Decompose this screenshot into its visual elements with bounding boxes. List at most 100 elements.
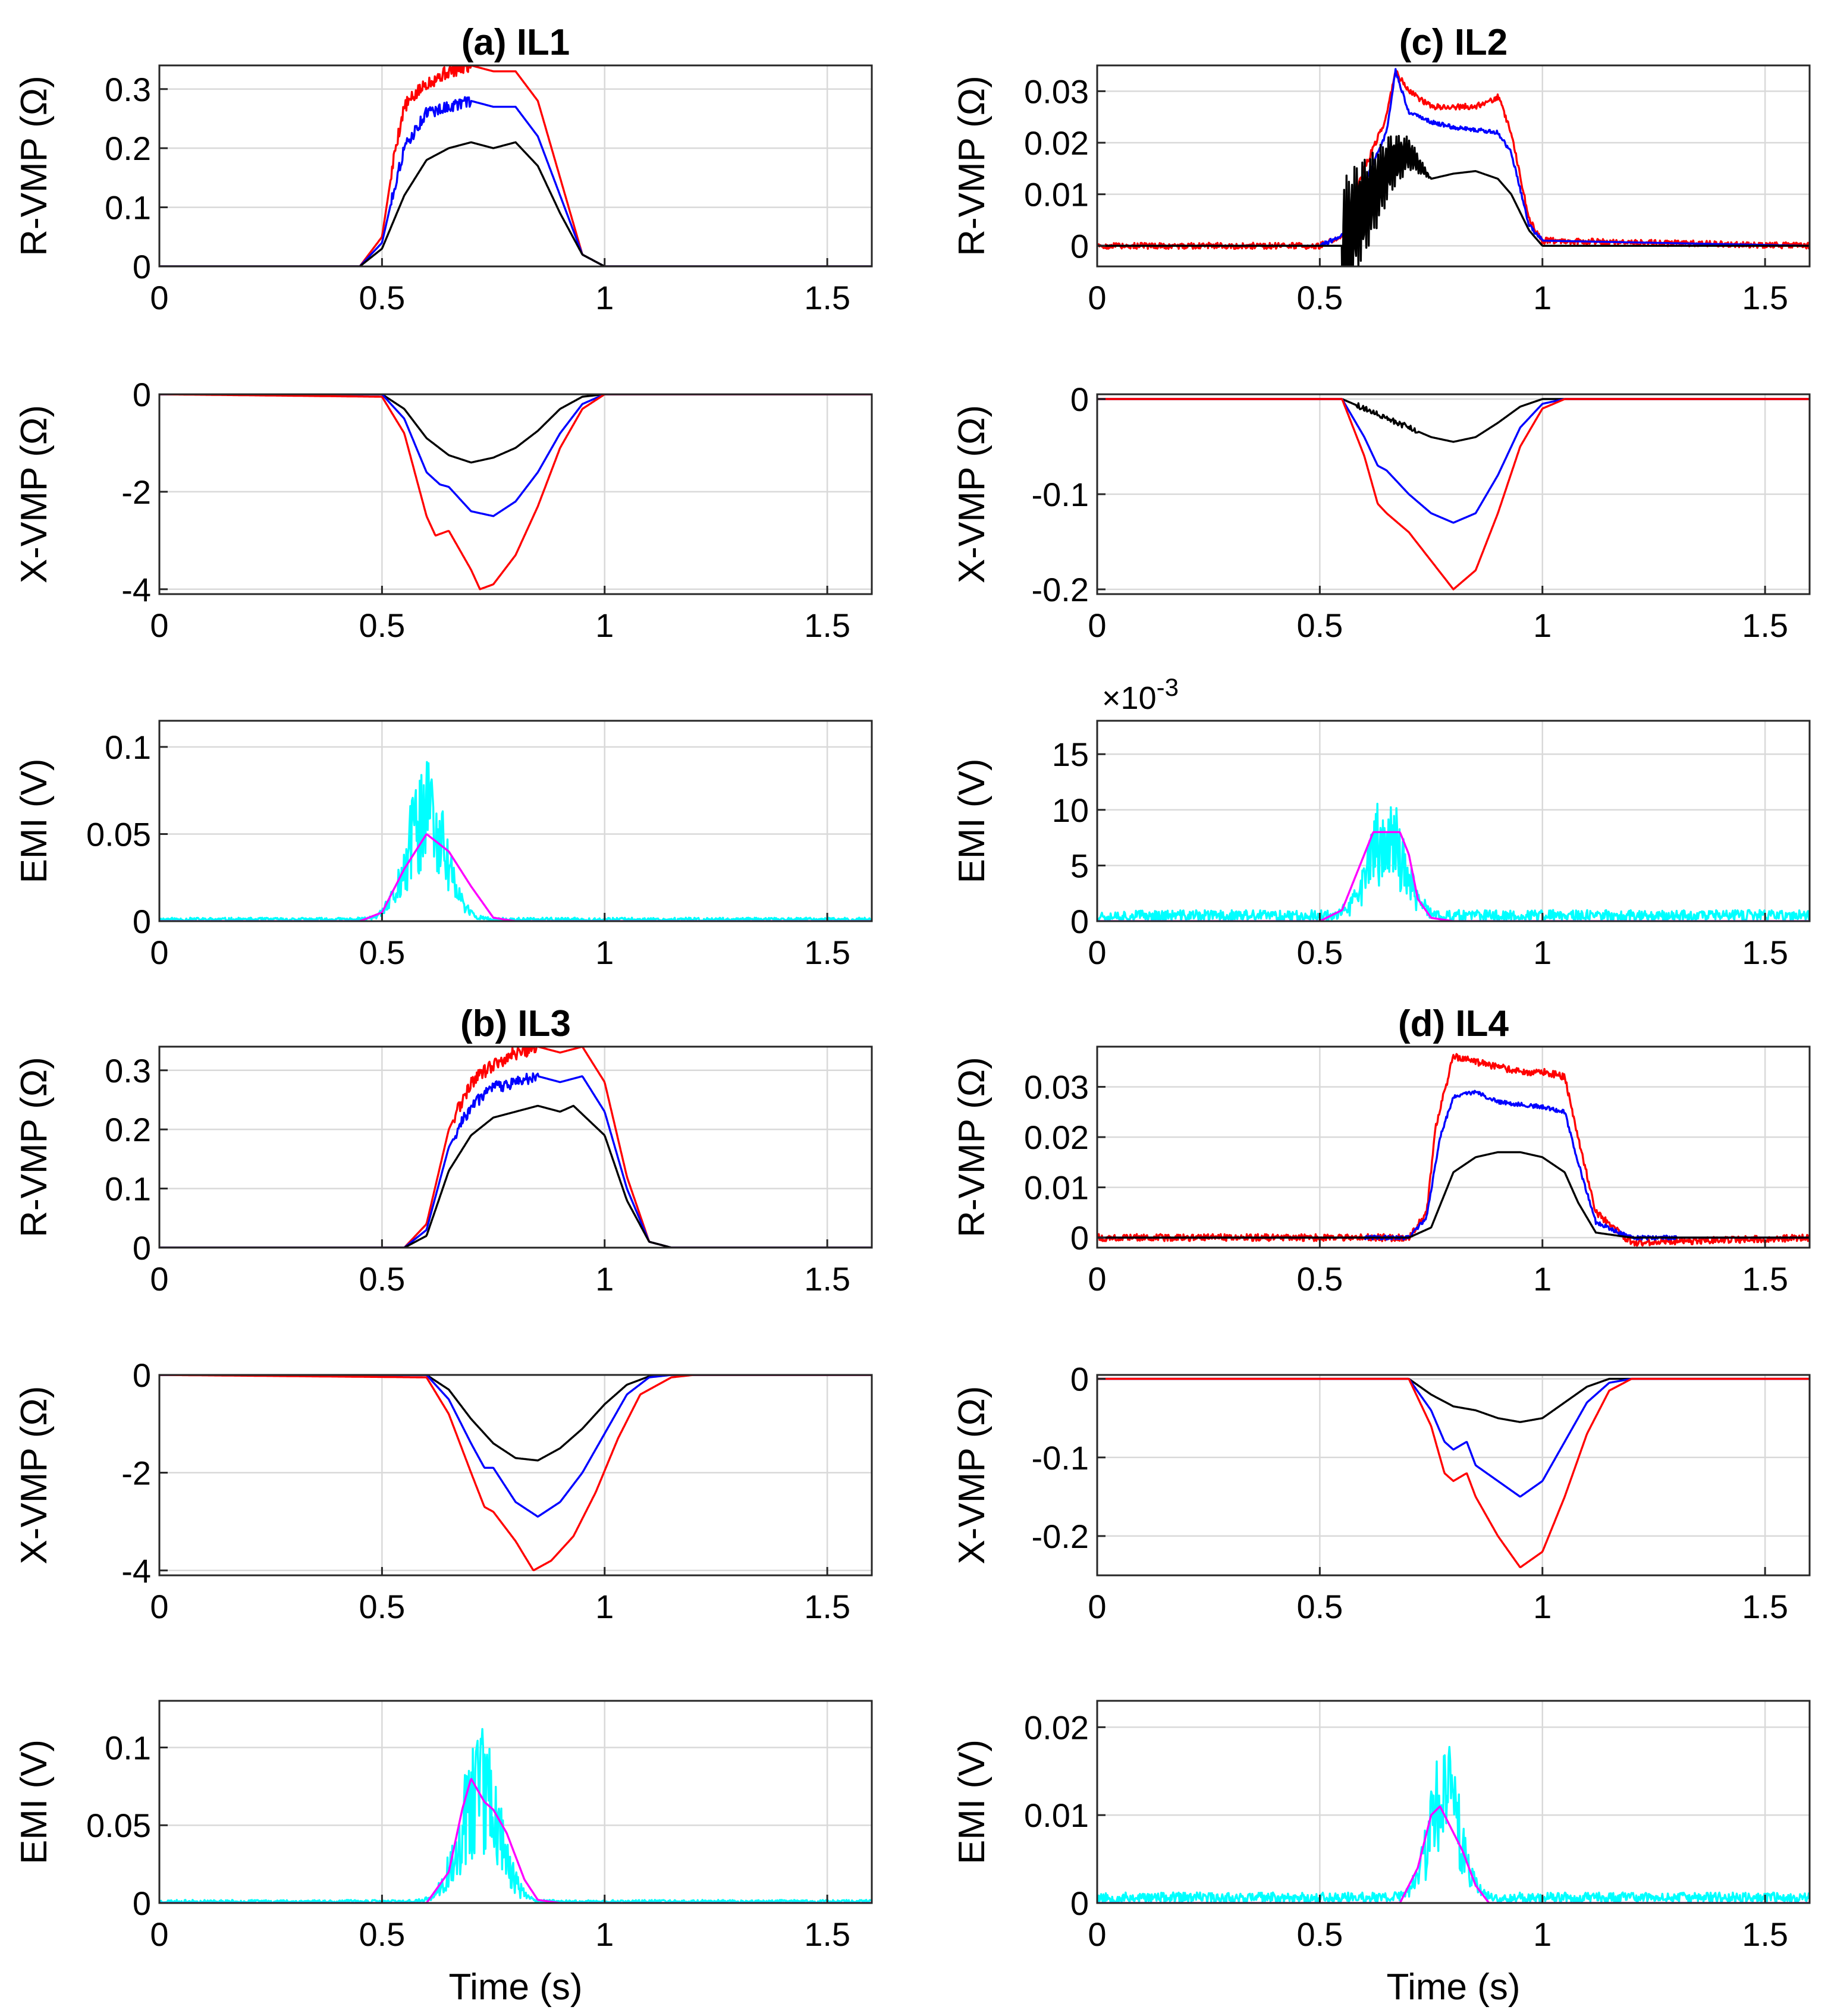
x-tick-label: 0.5 [359, 1915, 405, 1953]
x-tick-label: 0 [150, 1588, 168, 1625]
x-tick-label: 0.5 [1296, 1588, 1343, 1625]
axes-box [158, 1045, 873, 1249]
x-tick-label: 1.5 [804, 934, 850, 971]
y-tick-label: 0.01 [1024, 1797, 1089, 1834]
series-line-0 [159, 65, 872, 266]
y-tick-label: 0.1 [105, 1729, 151, 1766]
x-tick-label: 1.5 [1742, 1588, 1788, 1625]
chart-panel-a2: 0 0.5 1 1.5 -4 -2 0 X-VMP (Ω) [14, 376, 873, 644]
series-line-1 [159, 1375, 872, 1518]
x-axis-label: Time (s) [1387, 1967, 1521, 2008]
x-tick-label: 1.5 [1742, 607, 1788, 644]
series-line-0 [1097, 1745, 1810, 1903]
x-tick-label: 0 [150, 934, 168, 971]
y-axis-label: X-VMP (Ω) [951, 1386, 993, 1564]
series-line-2 [1097, 134, 1810, 266]
series-line-2 [159, 1104, 872, 1248]
x-tick-label: 1 [1533, 1915, 1552, 1953]
series-group [159, 65, 872, 266]
y-tick-label: -0.1 [1032, 1439, 1089, 1477]
axes-box [1096, 1045, 1811, 1249]
series-line-2 [1097, 1377, 1810, 1568]
y-axis-label: EMI (V) [951, 758, 993, 883]
y-tick-label: 0 [133, 1356, 151, 1394]
x-tick-label: 1.5 [804, 1260, 850, 1298]
y-tick-label: 0 [1070, 903, 1089, 940]
y-tick-label: 0.02 [1024, 1709, 1089, 1746]
y-tick-label: 10 [1052, 792, 1089, 829]
axes-box [158, 720, 873, 922]
y-axis-label: X-VMP (Ω) [951, 405, 993, 583]
series-line-0 [159, 1047, 872, 1248]
y-tick-label: 0.01 [1024, 1169, 1089, 1207]
y-tick-label: 0.1 [105, 1170, 151, 1208]
y-axis-label: X-VMP (Ω) [14, 405, 55, 583]
x-tick-label: 1.5 [1742, 934, 1788, 971]
y-tick-label: 0 [133, 1229, 151, 1267]
x-tick-label: 1.5 [804, 607, 850, 644]
series-group [1097, 802, 1810, 921]
x-tick-label: 0 [150, 1260, 168, 1298]
y-axis-label: R-VMP (Ω) [951, 1057, 993, 1238]
panel-title: (a) IL1 [461, 22, 570, 63]
series-line-2 [1097, 1151, 1810, 1239]
chart-panel-a1: 0 0.5 1 1.5 0 0.1 0.2 0.3 R-VMP (Ω) (a) IL1 [14, 22, 873, 316]
x-tick-label: 1 [595, 1588, 614, 1625]
y-tick-label: 0.03 [1024, 1069, 1089, 1106]
series-line-2 [159, 1375, 872, 1572]
y-axis-label: EMI (V) [951, 1739, 993, 1864]
series-group [1097, 1377, 1810, 1568]
y-tick-label: -4 [121, 571, 151, 608]
y-tick-label: -2 [121, 473, 151, 511]
x-tick-label: 0 [1088, 1588, 1106, 1625]
x-tick-label: 0.5 [359, 934, 405, 971]
x-tick-label: 0.5 [359, 1588, 405, 1625]
series-line-1 [159, 1072, 872, 1248]
x-tick-label: 0.5 [1296, 607, 1343, 644]
y-axis-label: R-VMP (Ω) [951, 76, 993, 256]
y-tick-label: 0 [1070, 1885, 1089, 1922]
y-tick-label: 0 [1070, 381, 1089, 418]
y-tick-label: 0.3 [105, 1052, 151, 1089]
series-line-2 [1097, 398, 1810, 591]
series-line-2 [159, 141, 872, 266]
y-tick-label: 0 [133, 903, 151, 940]
x-tick-label: 0 [150, 279, 168, 316]
x-tick-label: 0 [1088, 1915, 1106, 1953]
x-tick-label: 1 [595, 1915, 614, 1953]
series-line-2 [159, 394, 872, 591]
x-tick-label: 0.5 [1296, 1260, 1343, 1298]
panel-title: (d) IL4 [1398, 1003, 1509, 1044]
x-tick-label: 1.5 [804, 1915, 850, 1953]
y-tick-label: -0.2 [1032, 571, 1089, 608]
x-tick-label: 0 [1088, 607, 1106, 644]
series-line-0 [159, 1375, 872, 1462]
series-line-1 [1097, 1805, 1810, 1903]
axes-box [158, 1700, 873, 1904]
series-line-0 [1097, 70, 1810, 250]
chart-panel-c3: 0 0.5 1 1.5 0 5 10 15 EMI (V) ×10-3 [951, 673, 1811, 971]
series-line-1 [159, 96, 872, 266]
y-tick-label: 0 [133, 376, 151, 413]
y-tick-label: 0.01 [1024, 176, 1089, 213]
y-tick-label: 0 [1070, 1361, 1089, 1398]
y-axis-label: R-VMP (Ω) [14, 76, 55, 256]
y-axis-label: X-VMP (Ω) [14, 1386, 55, 1564]
x-tick-label: 0.5 [359, 1260, 405, 1298]
x-tick-label: 0.5 [1296, 1915, 1343, 1953]
x-tick-label: 0.5 [359, 279, 405, 316]
x-tick-label: 0.5 [1296, 279, 1343, 316]
series-group [1097, 1053, 1810, 1247]
chart-panel-a3: 0 0.5 1 1.5 0 0.05 0.1 EMI (V) [14, 720, 873, 971]
y-tick-label: 0 [1070, 227, 1089, 265]
y-tick-label: -2 [121, 1454, 151, 1491]
series-group [159, 1375, 872, 1572]
x-tick-label: 1.5 [804, 279, 850, 316]
x-tick-label: 1 [595, 279, 614, 316]
x-tick-label: 1 [595, 1260, 614, 1298]
x-tick-label: 1.5 [804, 1588, 850, 1625]
series-group [159, 394, 872, 591]
axes-box [158, 393, 873, 595]
